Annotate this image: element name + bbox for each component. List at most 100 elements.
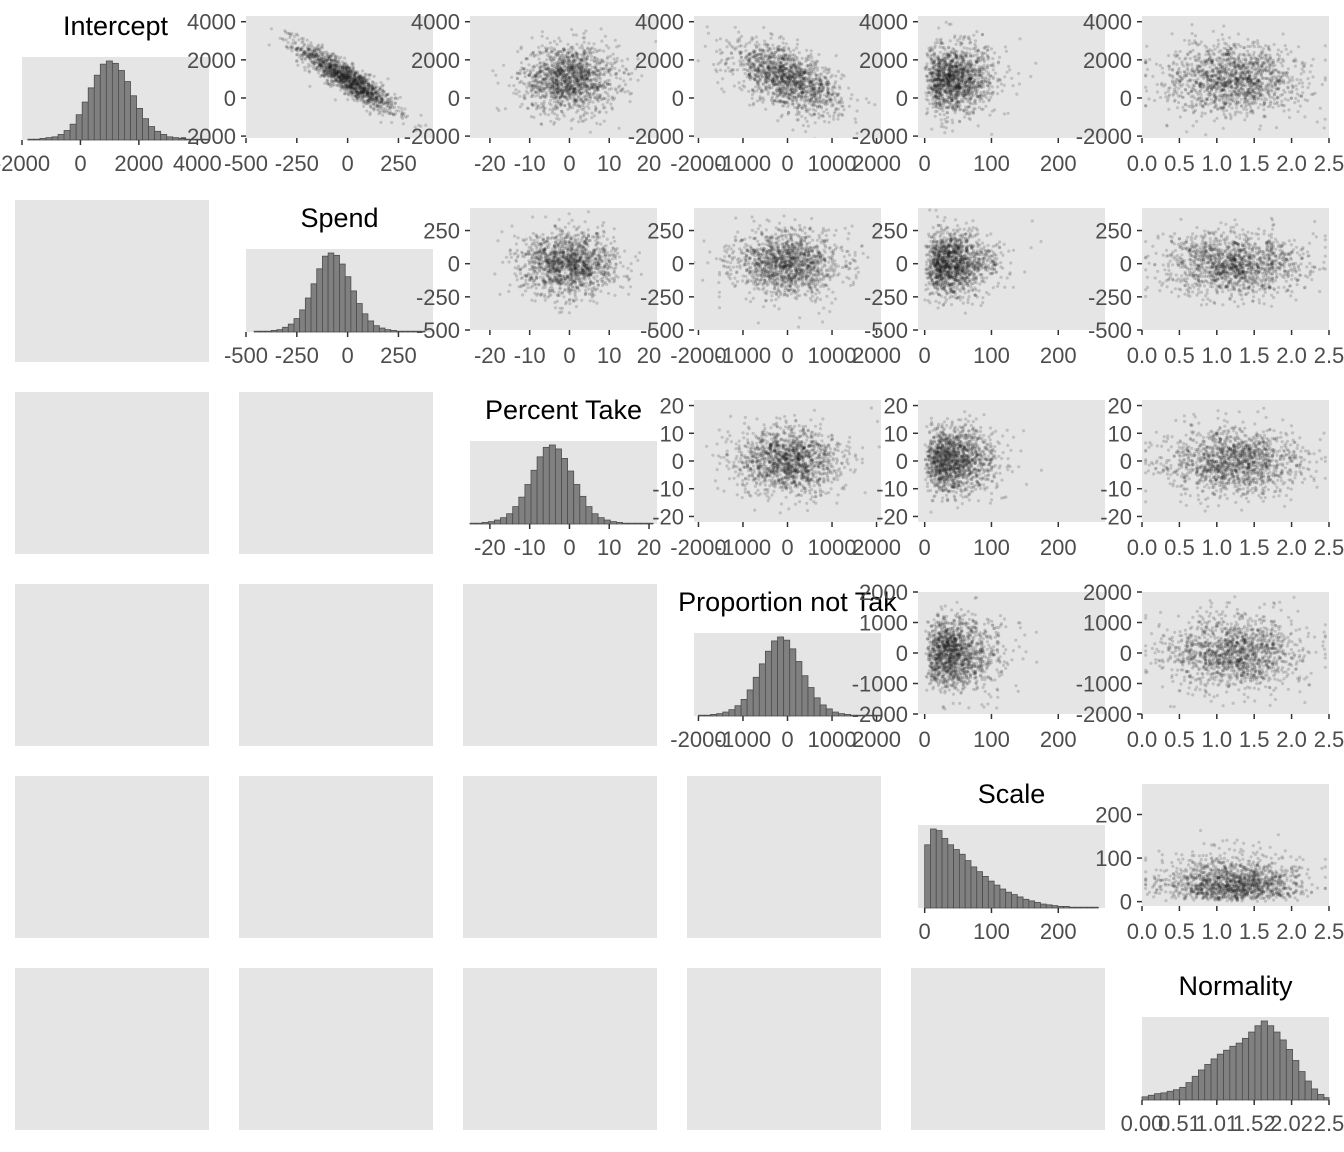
scatter-point bbox=[342, 83, 346, 87]
scatter-point bbox=[382, 109, 386, 113]
scatter-point bbox=[594, 65, 598, 69]
scatter-point bbox=[290, 32, 294, 36]
scatter-point bbox=[370, 86, 374, 90]
scatter-point bbox=[606, 82, 610, 86]
scatter-point bbox=[794, 46, 799, 50]
scatter-point bbox=[551, 84, 555, 88]
scatter-point bbox=[313, 54, 317, 59]
scatter-point bbox=[599, 58, 603, 62]
scatter-point bbox=[584, 65, 588, 69]
scatter-point bbox=[322, 75, 326, 79]
scatter-point bbox=[364, 72, 368, 76]
scatter-point bbox=[598, 48, 602, 52]
scatter-point bbox=[522, 97, 527, 101]
scatter-point bbox=[381, 98, 386, 102]
scatter-point bbox=[518, 94, 522, 98]
scatter-point bbox=[528, 84, 532, 88]
scatter-point bbox=[332, 62, 336, 66]
scatter-point bbox=[797, 94, 801, 98]
scatter-point bbox=[825, 71, 829, 75]
scatter-point bbox=[615, 76, 619, 80]
scatter-point bbox=[292, 34, 297, 39]
scatter-point bbox=[380, 96, 384, 100]
scatter-point bbox=[587, 41, 591, 45]
scatter-point bbox=[349, 77, 353, 81]
x-tick-label: 0 bbox=[74, 151, 86, 176]
scatter-point bbox=[360, 81, 364, 85]
scatter-point bbox=[331, 67, 335, 71]
scatter-point bbox=[801, 123, 806, 128]
scatter-point bbox=[373, 90, 377, 94]
scatter-point bbox=[327, 62, 331, 67]
scatter-point bbox=[321, 60, 325, 64]
scatter-point bbox=[372, 90, 376, 94]
scatter-point bbox=[317, 58, 321, 62]
scatter-point bbox=[322, 60, 326, 65]
scatter-point bbox=[342, 78, 346, 82]
scatter-point bbox=[557, 90, 562, 94]
scatter-point bbox=[560, 68, 565, 72]
scatter-point bbox=[322, 58, 326, 63]
scatter-point bbox=[371, 97, 375, 101]
scatter-point bbox=[984, 76, 988, 80]
scatter-point bbox=[333, 55, 337, 59]
scatter-point bbox=[359, 80, 363, 84]
y-tick-label: 2000 bbox=[187, 48, 236, 73]
scatter-point bbox=[288, 36, 292, 40]
scatter-point bbox=[526, 91, 530, 95]
scatter-point bbox=[359, 86, 363, 90]
scatter-point bbox=[374, 96, 378, 100]
scatter-point bbox=[306, 47, 310, 52]
scatter-point bbox=[583, 97, 588, 101]
scatter-point bbox=[345, 76, 349, 80]
scatter-point bbox=[329, 70, 333, 74]
scatter-point bbox=[991, 68, 995, 72]
scatter-point bbox=[602, 49, 606, 53]
scatter-point bbox=[340, 82, 344, 86]
scatter-point bbox=[555, 72, 559, 76]
scatter-point bbox=[337, 66, 341, 70]
scatter-point bbox=[784, 53, 788, 57]
scatter-point bbox=[341, 76, 345, 81]
scatter-point bbox=[824, 80, 828, 84]
scatter-point bbox=[355, 72, 360, 76]
scatter-point bbox=[828, 114, 832, 118]
scatter-point bbox=[353, 71, 357, 75]
scatter-point bbox=[587, 101, 591, 105]
x-tick-label: 2000 bbox=[114, 151, 163, 176]
scatter-point bbox=[371, 93, 375, 97]
scatter-point bbox=[348, 86, 352, 90]
scatter-point bbox=[543, 96, 547, 100]
scatter-point bbox=[329, 64, 333, 68]
scatter-point bbox=[765, 87, 769, 91]
scatter-point bbox=[577, 88, 581, 92]
scatter-point bbox=[767, 73, 771, 78]
scatter-point bbox=[322, 69, 326, 73]
scatter-point bbox=[575, 104, 579, 108]
scatter-point bbox=[362, 88, 367, 92]
scatter-point bbox=[318, 49, 322, 53]
scatter-point bbox=[532, 83, 536, 88]
scatter-point bbox=[939, 37, 943, 41]
scatter-point bbox=[561, 75, 565, 79]
scatter-point bbox=[338, 84, 342, 88]
scatter-point bbox=[376, 104, 380, 108]
scatter-point bbox=[335, 71, 339, 75]
scatter-point bbox=[360, 85, 364, 90]
scatter-point bbox=[372, 98, 376, 103]
scatter-point bbox=[569, 45, 573, 49]
scatter-point bbox=[555, 70, 559, 74]
scatter-point bbox=[344, 66, 348, 70]
scatter-point bbox=[588, 52, 593, 56]
scatter-point bbox=[361, 77, 365, 81]
scatter-point bbox=[579, 87, 583, 91]
scatter-point bbox=[785, 82, 789, 86]
scatter-point bbox=[336, 55, 340, 59]
scatter-point bbox=[598, 61, 602, 65]
scatter-point bbox=[404, 115, 408, 119]
scatter-point bbox=[289, 33, 293, 38]
scatter-point bbox=[316, 64, 321, 68]
scatter-point bbox=[536, 93, 540, 97]
scatter-point bbox=[327, 61, 331, 65]
scatter-point bbox=[332, 59, 336, 64]
